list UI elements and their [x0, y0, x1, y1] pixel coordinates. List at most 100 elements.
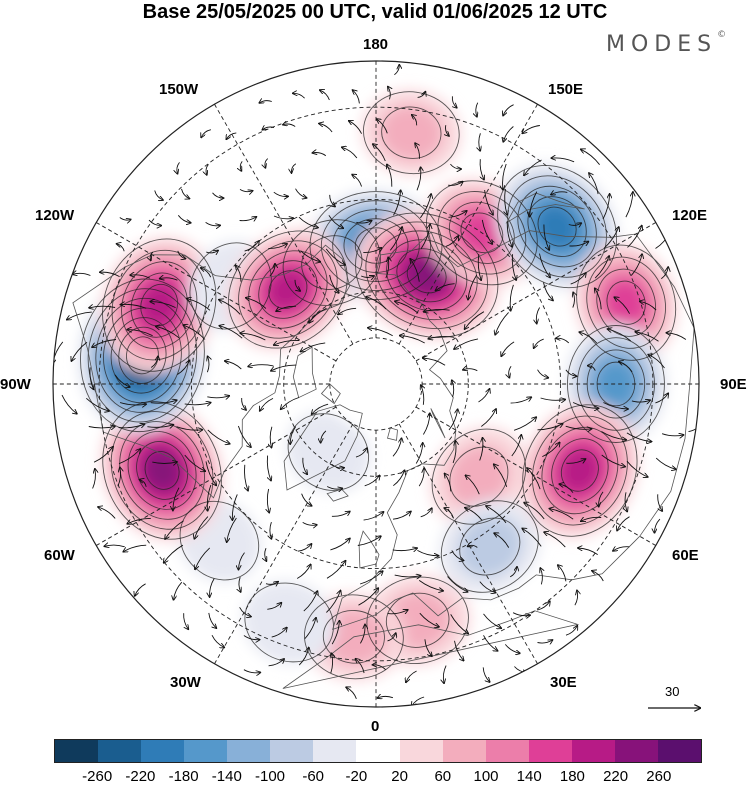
wind-arrow — [423, 413, 429, 435]
wind-arrow — [419, 612, 439, 627]
coastline — [387, 427, 398, 441]
wind-arrow — [415, 443, 423, 464]
wind-arrow — [655, 457, 676, 469]
wind-arrow — [260, 397, 274, 410]
colorbar-tick-label: 260 — [646, 768, 672, 785]
wind-arrow — [450, 163, 461, 169]
colorbar-tick-label: 20 — [391, 768, 408, 785]
wind-arrow — [601, 454, 625, 467]
colorbar-tick-label: -140 — [211, 768, 242, 785]
colorbar-segment — [399, 740, 443, 762]
wind-arrow — [283, 124, 296, 127]
wind-arrow — [417, 550, 438, 555]
wind-arrow — [268, 659, 285, 667]
wind-arrow — [558, 565, 567, 582]
colorbar-tick-label: -20 — [345, 768, 368, 785]
wind-arrow — [360, 625, 365, 644]
wind-arrow — [326, 561, 346, 579]
wind-arrow — [244, 241, 259, 252]
brand-mark: © — [717, 30, 727, 40]
wind-arrow — [173, 487, 180, 511]
wind-arrow — [537, 640, 553, 643]
wind-arrow — [420, 508, 432, 518]
wind-arrow — [448, 182, 463, 186]
wind-arrow — [392, 438, 402, 457]
wind-arrow — [269, 264, 275, 277]
wind-arrow — [201, 129, 212, 138]
wind-arrow — [148, 219, 161, 226]
wind-arrow — [328, 215, 343, 228]
anomaly-contours — [282, 219, 381, 306]
wind-arrow — [205, 461, 216, 485]
wind-arrow — [71, 341, 88, 361]
wind-arrow — [239, 552, 245, 570]
wind-arrow — [512, 612, 530, 616]
wind-arrow — [448, 409, 458, 431]
wind-arrow — [484, 190, 493, 215]
colorbar-tick-label: 100 — [473, 768, 499, 785]
brand-name: MODES — [606, 32, 718, 57]
wind-arrow — [428, 336, 455, 338]
wind-arrow — [614, 297, 630, 314]
wind-arrow — [551, 192, 568, 195]
colorbar-segment — [55, 740, 99, 762]
wind-arrow — [184, 454, 205, 471]
wind-arrow — [239, 217, 257, 221]
wind-arrow — [239, 607, 251, 616]
wind-arrow — [226, 132, 237, 139]
colorbar-segment — [98, 740, 142, 762]
wind-arrow — [304, 618, 316, 640]
wind-arrow — [294, 279, 300, 291]
wind-arrow — [353, 90, 360, 104]
wind-arrow — [301, 493, 312, 506]
wind-arrow — [544, 532, 566, 548]
wind-arrow — [478, 389, 490, 403]
wind-arrow — [565, 369, 577, 376]
lon-label-150w: 150W — [159, 81, 199, 98]
wind-arrow — [451, 550, 464, 560]
wind-arrow — [524, 503, 545, 520]
wind-arrow — [463, 369, 478, 371]
wind-arrow — [330, 539, 349, 551]
wind-arrow — [483, 613, 502, 628]
wind-arrow — [364, 476, 380, 487]
anomaly-contours — [355, 212, 499, 338]
wind-arrow — [654, 518, 661, 533]
wind-arrow — [358, 588, 379, 606]
wind-arrow — [527, 468, 541, 490]
wind-arrow — [479, 438, 483, 461]
wind-arrow — [160, 278, 178, 281]
wind-arrow — [127, 517, 151, 523]
wind-arrow — [363, 512, 384, 521]
wind-arrow — [271, 628, 287, 638]
wind-arrow — [486, 506, 507, 524]
wind-arrow — [227, 517, 237, 542]
lon-label-60e: 60E — [672, 547, 699, 564]
wind-arrow — [268, 244, 287, 249]
wind-arrow — [313, 153, 327, 157]
wind-arrow — [387, 633, 396, 642]
wind-arrow — [150, 251, 154, 260]
wind-arrow — [601, 431, 626, 440]
wind-arrow — [156, 326, 180, 339]
wind-arrow — [177, 215, 191, 223]
wind-arrow — [480, 159, 484, 179]
wind-arrow — [466, 475, 480, 495]
wind-arrow — [394, 65, 399, 76]
colorbar — [54, 739, 702, 763]
wind-arrow — [248, 365, 274, 367]
wind-arrow — [130, 275, 150, 279]
wind-arrow — [297, 544, 312, 552]
wind-arrow — [240, 333, 266, 341]
colorbar-segment — [141, 740, 185, 762]
wind-arrow — [298, 216, 318, 227]
wind-arrow — [510, 284, 514, 311]
wind-arrow — [165, 520, 184, 539]
wind-arrow — [183, 613, 189, 629]
wind-arrow — [595, 288, 602, 310]
colorbar-segment — [313, 740, 357, 762]
wind-arrow — [565, 425, 592, 429]
wind-arrow — [436, 283, 455, 291]
wind-arrow — [92, 339, 117, 348]
anomaly-contours — [303, 594, 404, 680]
